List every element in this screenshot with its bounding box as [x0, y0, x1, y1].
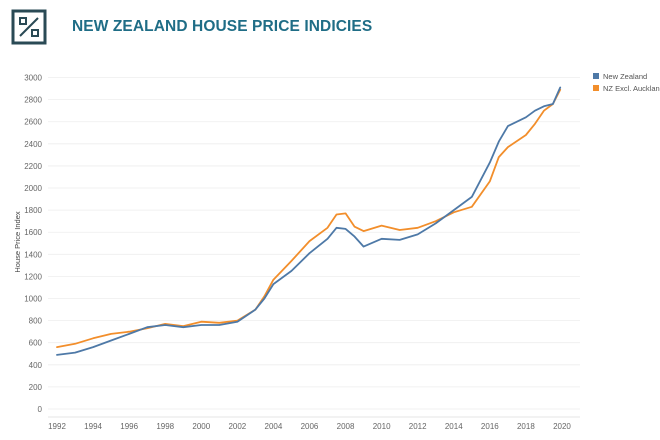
- y-tick-label: 2000: [24, 184, 42, 193]
- y-tick-label: 600: [29, 339, 43, 348]
- x-tick-label: 1998: [156, 422, 174, 431]
- y-tick-label: 2800: [24, 96, 42, 105]
- x-tick-label: 2002: [228, 422, 246, 431]
- legend-swatch: [593, 85, 599, 91]
- x-tick-label: 1996: [120, 422, 138, 431]
- y-axis-label: House Price Index: [13, 211, 22, 273]
- x-tick-label: 2008: [337, 422, 355, 431]
- x-axis-ticks: 1992 1994 1996 1998 2000 2002 2004 2006 2008 2010…: [48, 422, 571, 431]
- y-tick-label: 1200: [24, 272, 42, 281]
- chart-gridlines: [48, 77, 580, 418]
- legend-label: New Zealand: [603, 72, 647, 81]
- y-tick-label: 3000: [24, 74, 42, 83]
- x-tick-label: 1994: [84, 422, 102, 431]
- chart-legend: New Zealand NZ Excl. Auckland: [593, 72, 660, 93]
- y-tick-label: 1600: [24, 228, 42, 237]
- y-tick-label: 1400: [24, 250, 42, 259]
- x-tick-label: 2004: [265, 422, 283, 431]
- x-tick-label: 2016: [481, 422, 499, 431]
- y-tick-label: 800: [29, 317, 43, 326]
- x-tick-label: 2010: [373, 422, 391, 431]
- y-tick-label: 0: [38, 405, 43, 414]
- x-tick-label: 2006: [301, 422, 319, 431]
- x-tick-label: 2000: [192, 422, 210, 431]
- percent-box-icon: [11, 9, 47, 45]
- y-tick-label: 2200: [24, 162, 42, 171]
- y-tick-label: 1000: [24, 295, 42, 304]
- legend-label: NZ Excl. Auckland: [603, 84, 660, 93]
- y-tick-label: 200: [29, 383, 43, 392]
- chart-series: [56, 86, 562, 356]
- y-tick-label: 400: [29, 361, 43, 370]
- x-tick-label: 2018: [517, 422, 535, 431]
- page-title: NEW ZEALAND HOUSE PRICE INDICIES: [72, 18, 373, 35]
- y-tick-label: 2400: [24, 140, 42, 149]
- x-tick-label: 2014: [445, 422, 463, 431]
- y-axis-ticks: 0 200 400 600 800 1000 1200 1400 1600 1800 2000 220…: [24, 74, 42, 414]
- y-tick-label: 1800: [24, 206, 42, 215]
- y-tick-label: 2600: [24, 118, 42, 127]
- legend-swatch: [593, 73, 599, 79]
- x-tick-label: 2012: [409, 422, 427, 431]
- x-tick-label: 2020: [553, 422, 571, 431]
- series-line-nz-excl-auckland: [56, 88, 562, 349]
- series-line-new-zealand: [56, 86, 562, 356]
- x-tick-label: 1992: [48, 422, 66, 431]
